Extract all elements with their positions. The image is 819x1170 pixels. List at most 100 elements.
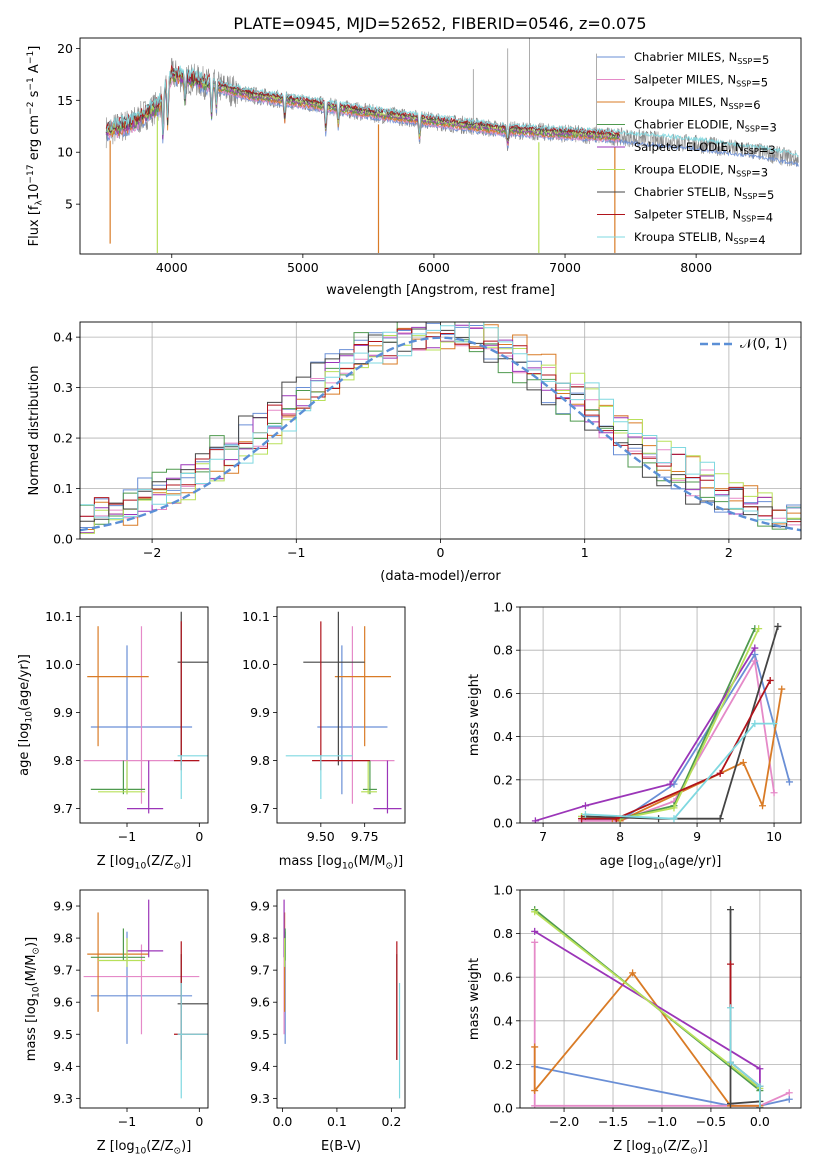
x-axis-label: age [log10(age/yr)] bbox=[600, 854, 722, 871]
figure-title: PLATE=0945, MJD=52652, FIBERID=0546, z=0… bbox=[233, 14, 646, 33]
weight-marker-salpeter_elodie bbox=[756, 1065, 764, 1073]
x-axis-label-part: 10 bbox=[653, 861, 665, 871]
y-axis-label-part: erg cm bbox=[27, 115, 42, 164]
weight-marker-salpeter_elodie bbox=[666, 780, 674, 788]
axes-frame bbox=[276, 606, 406, 824]
legend-label-chabrier_elodie-part: Chabrier ELODIE, N bbox=[634, 118, 745, 132]
x-axis-label: (data-model)/error bbox=[380, 569, 501, 584]
legend-label-kroupa_miles: Kroupa MILES, NSSP=6 bbox=[634, 95, 761, 112]
legend-label-chabrier_stelib-part: Chabrier STELIB, N bbox=[634, 185, 742, 199]
weight-marker-kroupa_miles bbox=[778, 685, 786, 693]
weight-marker-chabrier_stelib bbox=[727, 906, 735, 914]
x-axis-label: Z [log10(Z/Z⊙)] bbox=[97, 1139, 192, 1156]
legend-label-salpeter_stelib-part: Salpeter STELIB, N bbox=[634, 208, 741, 222]
axes-frame bbox=[519, 889, 802, 1109]
weight-line-kroupa_stelib bbox=[729, 1007, 761, 1108]
y-axis-label-part: −17 bbox=[26, 164, 36, 183]
weight-marker-chabrier_stelib bbox=[774, 622, 782, 630]
y-tick-label: 0.4 bbox=[53, 330, 73, 345]
weight-marker-salpeter_elodie bbox=[531, 817, 539, 823]
legend-label-kroupa_stelib-part: Kroupa STELIB, N bbox=[634, 230, 734, 244]
y-axis-label-part: −1 bbox=[26, 51, 36, 64]
axes-frame bbox=[276, 889, 406, 1109]
weight-marker-salpeter_miles bbox=[531, 938, 539, 946]
x-tick-label: −1.0 bbox=[647, 1114, 677, 1129]
spectrum-panel-plot-area bbox=[105, 38, 799, 253]
weight-marker-salpeter_stelib bbox=[716, 769, 724, 777]
y-tick-label: 9.8 bbox=[250, 931, 270, 946]
y-tick-label: 9.9 bbox=[250, 899, 270, 914]
x-axis-label: wavelength [Angstrom, rest frame] bbox=[326, 283, 555, 298]
y-tick-label: 5 bbox=[65, 197, 73, 212]
legend-label-kroupa_elodie-part: Kroupa ELODIE, N bbox=[634, 163, 736, 177]
y-tick-label: 0.1 bbox=[53, 481, 73, 496]
mass-vs-ebv-panel-plot-area bbox=[283, 899, 401, 1099]
x-tick-label: 0 bbox=[195, 1114, 203, 1129]
x-tick-label: −2.0 bbox=[549, 1114, 579, 1129]
weight-marker-kroupa_stelib bbox=[751, 720, 759, 728]
weight-line-salpeter_elodie bbox=[534, 930, 761, 1108]
weight-marker-kroupa_stelib bbox=[756, 1104, 764, 1108]
weight-marker-salpeter_miles bbox=[785, 1089, 793, 1097]
axes-frame bbox=[519, 606, 802, 824]
weight-marker-kroupa_miles bbox=[531, 1043, 539, 1051]
weight-marker-kroupa_stelib bbox=[670, 815, 678, 823]
x-axis-label-part: mass [log bbox=[279, 854, 342, 869]
legend-label-salpeter_stelib-part: SSP bbox=[741, 214, 756, 223]
weight-marker-kroupa_elodie bbox=[531, 908, 539, 916]
legend-label-kroupa_elodie-part: =3 bbox=[751, 165, 768, 179]
weight-line-kroupa_stelib bbox=[585, 722, 775, 820]
x-tick-label: 1 bbox=[581, 545, 589, 560]
y-axis-label: mass weight bbox=[467, 674, 482, 756]
legend-label-salpeter_elodie: Salpeter ELODIE, NSSP=3 bbox=[634, 140, 776, 157]
y-tick-label: 9.8 bbox=[53, 753, 73, 768]
weight-marker-kroupa_stelib bbox=[770, 720, 778, 728]
weight-marker-chabrier_stelib bbox=[727, 1100, 735, 1108]
weight-marker-kroupa_miles bbox=[739, 759, 747, 767]
x-axis-label-part: 10 bbox=[135, 861, 147, 871]
weight-marker-salpeter_miles bbox=[751, 657, 759, 665]
weight-line-kroupa_elodie bbox=[534, 911, 761, 1108]
legend-label-chabrier_stelib-part: SSP bbox=[742, 192, 757, 201]
histogram-kroupa_stelib bbox=[80, 322, 801, 523]
y-tick-label: 9.9 bbox=[53, 705, 73, 720]
y-tick-label: 0.4 bbox=[493, 729, 513, 744]
y-axis-label-part: (age/yr)] bbox=[17, 654, 32, 711]
legend-label-salpeter_miles: Salpeter MILES, NSSP=5 bbox=[634, 73, 768, 90]
legend-label-chabrier_miles-part: Chabrier MILES, N bbox=[634, 50, 737, 64]
mass-vs-ebv-panel: 0.0 0.1 0.2 9.3 9.4 9.5 9.6 9.7 9.8 9.9 E(B-V) bbox=[250, 889, 406, 1154]
y-axis-label-part: )] bbox=[24, 937, 39, 947]
x-tick-label: 8000 bbox=[680, 260, 712, 275]
y-tick-label: 9.5 bbox=[53, 1027, 73, 1042]
y-tick-label: 9.9 bbox=[53, 899, 73, 914]
x-axis-label-part: Z [log bbox=[97, 854, 135, 869]
weight-marker-kroupa_miles bbox=[759, 802, 767, 810]
x-tick-label: −1 bbox=[287, 545, 305, 560]
y-axis-label: age [log10(age/yr)] bbox=[17, 654, 34, 776]
weight-line-kroupa_miles bbox=[533, 971, 760, 1107]
x-tick-label: 0 bbox=[437, 545, 445, 560]
x-tick-label: 0.0 bbox=[750, 1114, 770, 1129]
y-axis-label: Flux [fλ10−17 erg cm−2 s−1 A−1] bbox=[26, 46, 44, 247]
weight-marker-salpeter_stelib bbox=[727, 960, 735, 968]
y-tick-label: 0.2 bbox=[493, 1057, 513, 1072]
histogram-chabrier_elodie bbox=[80, 322, 801, 530]
weight-line-salpeter_elodie bbox=[535, 647, 756, 822]
y-tick-label: 9.8 bbox=[53, 931, 73, 946]
weight-marker-kroupa_stelib bbox=[727, 1058, 735, 1066]
y-axis-label: mass [log10(M/M⊙)] bbox=[24, 937, 41, 1061]
age-vs-mass-panel-plot-area bbox=[285, 611, 402, 814]
weight-marker-salpeter_miles bbox=[770, 789, 778, 797]
weight-marker-salpeter_elodie bbox=[531, 927, 539, 935]
weight-line-chabrier_stelib bbox=[585, 626, 779, 820]
weight-marker-kroupa_stelib bbox=[756, 1082, 764, 1090]
y-tick-label: 20 bbox=[57, 41, 73, 56]
legend-label-salpeter_stelib-part: =4 bbox=[756, 210, 773, 224]
weight-marker-salpeter_stelib bbox=[766, 676, 774, 684]
legend-label-chabrier_miles-part: SSP bbox=[737, 57, 752, 66]
y-tick-label: 9.4 bbox=[53, 1059, 73, 1074]
y-axis-label-part: s bbox=[27, 90, 42, 101]
x-tick-label: 2 bbox=[725, 545, 733, 560]
legend-label-chabrier_elodie-part: SSP bbox=[745, 124, 760, 133]
legend-label-kroupa_elodie: Kroupa ELODIE, NSSP=3 bbox=[634, 163, 768, 180]
